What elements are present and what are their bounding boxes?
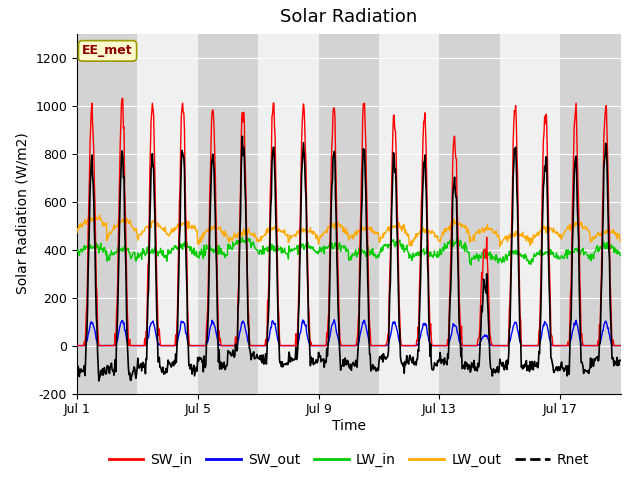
Bar: [198, 34, 258, 394]
Title: Solar Radiation: Solar Radiation: [280, 9, 417, 26]
Y-axis label: Solar Radiation (W/m2): Solar Radiation (W/m2): [15, 133, 29, 294]
Bar: [319, 34, 379, 394]
X-axis label: Time: Time: [332, 419, 366, 433]
Legend: SW_in, SW_out, LW_in, LW_out, Rnet: SW_in, SW_out, LW_in, LW_out, Rnet: [103, 447, 595, 473]
Bar: [561, 34, 621, 394]
Bar: [440, 34, 500, 394]
Text: EE_met: EE_met: [82, 44, 133, 58]
Bar: [77, 34, 137, 394]
